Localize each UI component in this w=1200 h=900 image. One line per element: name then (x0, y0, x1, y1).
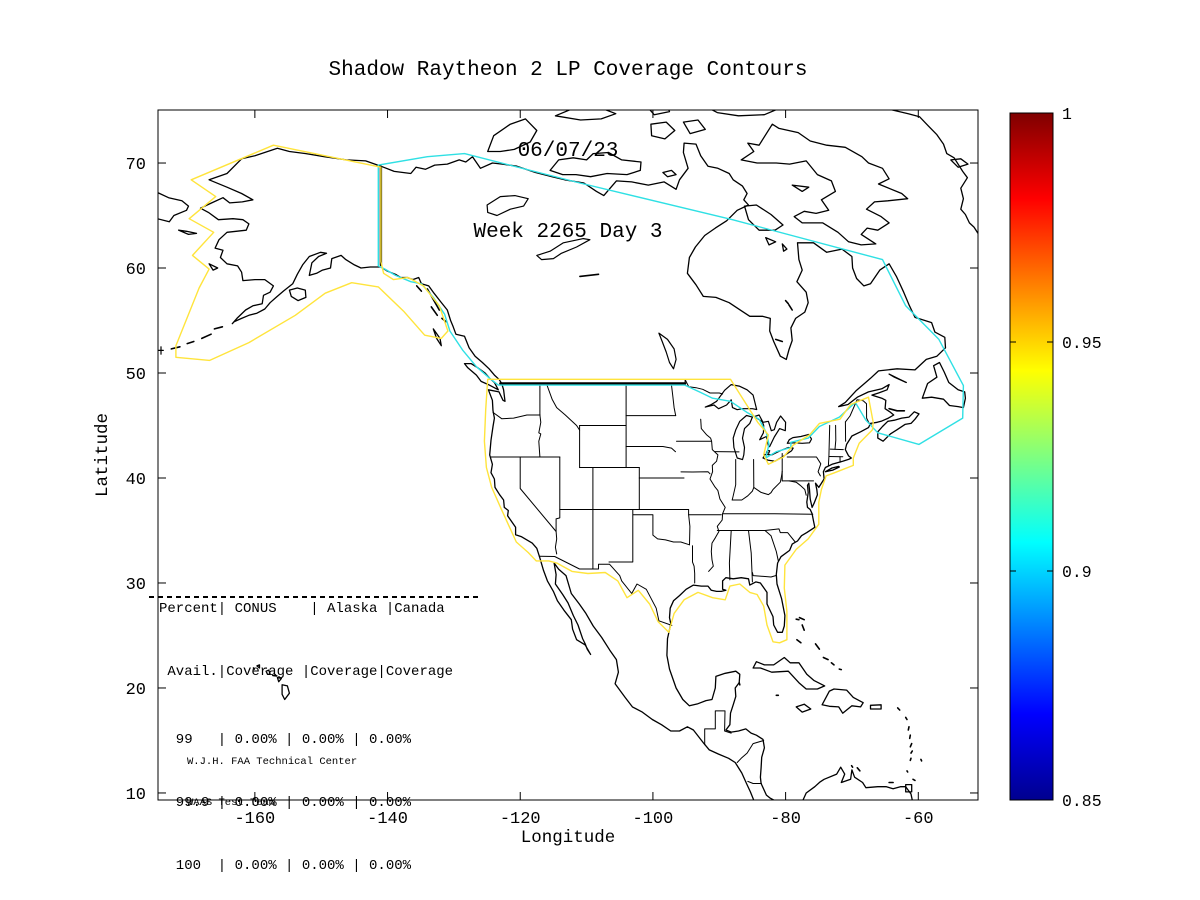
colorbar-tick-label: 0.95 (1062, 334, 1102, 353)
y-tick-label: 50 (126, 366, 146, 385)
figure-title-line-3: Week 2265 Day 3 (473, 221, 663, 244)
y-tick-label: 30 (126, 576, 146, 595)
island-dashes (170, 273, 923, 784)
lakes (486, 195, 813, 462)
coverage-table: Percent| CONUS | Alaska |Canada Avail.|C… (159, 557, 453, 898)
thick-borders (379, 165, 687, 385)
coastline (158, 110, 978, 800)
islands (177, 110, 969, 793)
canada-contour (377, 152, 965, 459)
axes-frame (157, 109, 979, 801)
x-axis-title: Longitude (520, 828, 616, 848)
table-row-99: 99 | 0.00% | 0.00% | 0.00% (159, 732, 412, 748)
y-tick-label: 20 (126, 681, 146, 700)
x-tick-label: -160 (234, 810, 275, 829)
y-tick-label: 10 (126, 786, 146, 805)
x-tick-label: -100 (633, 810, 674, 829)
state-borders (490, 379, 872, 784)
colorbar: 1 0.95 0.9 0.85 (1009, 105, 1102, 811)
table-divider-dashed (149, 596, 479, 598)
x-tick-label: -80 (770, 810, 801, 829)
colorbar-tick-label: 1 (1062, 105, 1072, 124)
y-tick-label: 60 (126, 261, 146, 280)
table-row-99-9: 99.9 | 0.00% | 0.00% | 0.00% (159, 795, 412, 811)
conus-contour (483, 378, 874, 644)
alaska-contour (175, 144, 449, 362)
figure-title-line-1: Shadow Raytheon 2 LP Coverage Contours (328, 59, 808, 82)
table-header-row-1: Percent| CONUS | Alaska |Canada (159, 601, 445, 617)
colorbar-tick-label: 0.9 (1062, 563, 1092, 582)
colorbar-tick-label: 0.85 (1062, 792, 1102, 811)
credit-line-2: WAAS Test Team (187, 796, 276, 809)
table-row-100: 100 | 0.00% | 0.00% | 0.00% (159, 858, 412, 874)
y-tick-label: 70 (126, 156, 146, 175)
credit-annotation: W.J.H. FAA Technical Center WAAS Test Te… (187, 729, 357, 824)
point-marker (158, 346, 164, 355)
x-tick-label: -140 (367, 810, 408, 829)
table-header-row-2: Avail.|Coverage |Coverage|Coverage (159, 664, 454, 680)
figure-title-line-2: 06/07/23 (517, 140, 619, 163)
y-tick-label: 40 (126, 471, 146, 490)
credit-line-1: W.J.H. FAA Technical Center (187, 756, 358, 768)
axis-ticks (158, 110, 978, 800)
x-tick-label: -60 (903, 810, 934, 829)
figure-title: Shadow Raytheon 2 LP Coverage Contours 0… (158, 3, 978, 273)
x-tick-label: -120 (500, 810, 541, 829)
